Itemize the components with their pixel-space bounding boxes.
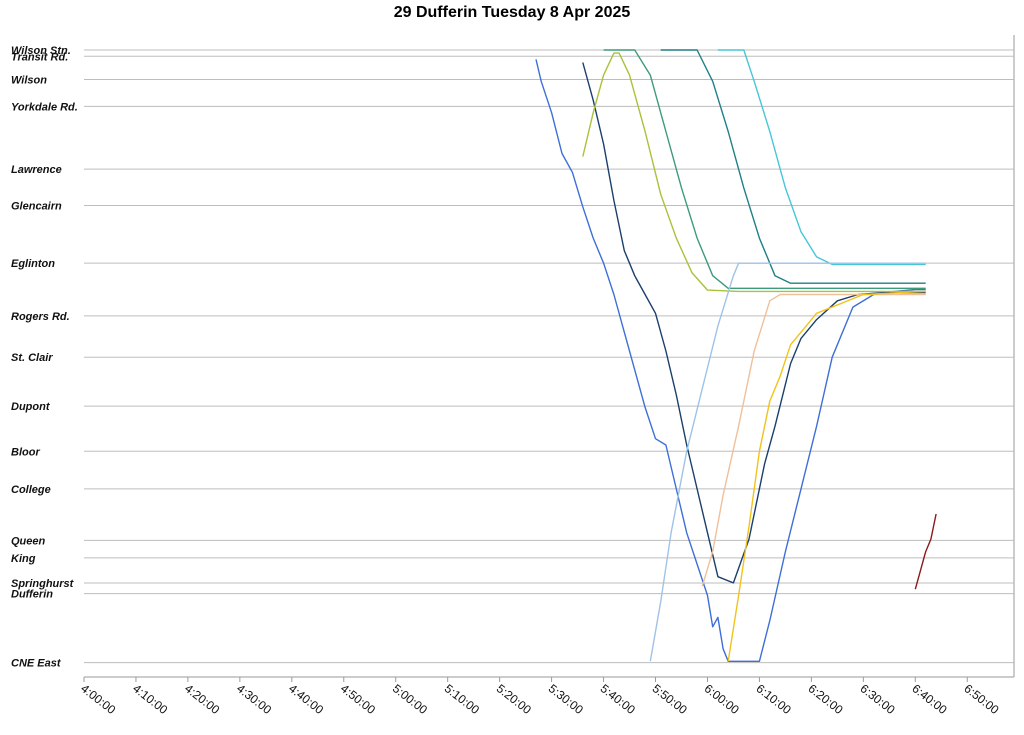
trip-line-10	[914, 513, 937, 590]
trip-line-4	[603, 49, 926, 289]
stop-label: Yorkdale Rd.	[11, 101, 78, 113]
x-tick-label: 4:50:00	[338, 681, 378, 717]
chart-title: 29 Dufferin Tuesday 8 Apr 2025	[393, 4, 631, 21]
x-tick-label: 5:10:00	[442, 681, 482, 717]
x-tick-label: 5:40:00	[598, 681, 638, 717]
trip-line-9	[727, 290, 926, 662]
trip-line-7	[649, 262, 926, 662]
x-tick-label: 6:50:00	[961, 681, 1001, 717]
x-tick-label: 4:40:00	[286, 681, 326, 717]
x-tick-label: 4:30:00	[234, 681, 274, 717]
stop-label: Rogers Rd.	[11, 311, 70, 323]
x-tick-label: 6:40:00	[909, 681, 949, 717]
trip-line-2	[582, 62, 926, 584]
stop-label: Lawrence	[11, 164, 62, 176]
x-tick-label: 4:10:00	[130, 681, 170, 717]
stop-label: Dupont	[11, 401, 51, 413]
x-tick-label: 5:30:00	[546, 681, 586, 717]
stop-label: Wilson Stn.	[11, 45, 71, 57]
x-tick-label: 6:10:00	[754, 681, 794, 717]
x-tick-label: 5:00:00	[390, 681, 430, 717]
x-tick-label: 6:30:00	[857, 681, 897, 717]
stop-label: King	[11, 553, 36, 565]
stop-label: College	[11, 484, 51, 496]
stop-label: Springhurst	[11, 578, 75, 590]
x-tick-label: 5:20:00	[494, 681, 534, 717]
x-tick-label: 5:50:00	[650, 681, 690, 717]
trip-line-6	[717, 49, 926, 266]
stop-label: Wilson	[11, 74, 47, 86]
x-tick-label: 6:00:00	[702, 681, 742, 717]
stop-label: St. Clair	[11, 352, 53, 364]
x-tick-label: 4:20:00	[182, 681, 222, 717]
x-tick-label: 4:00:00	[78, 681, 118, 717]
trip-line-5	[660, 49, 926, 284]
stop-label: Dufferin	[11, 589, 53, 601]
stop-label: Queen	[11, 535, 46, 547]
x-tick-label: 6:20:00	[806, 681, 846, 717]
stop-label: Transit Rd.	[11, 51, 68, 63]
trip-line-8	[701, 293, 926, 587]
trip-line-1	[535, 59, 926, 662]
trip-line-3	[582, 52, 926, 293]
stop-label: CNE East	[11, 658, 62, 670]
stop-label: Bloor	[11, 446, 40, 458]
stop-label: Eglinton	[11, 258, 55, 270]
stop-label: Glencairn	[11, 200, 62, 212]
